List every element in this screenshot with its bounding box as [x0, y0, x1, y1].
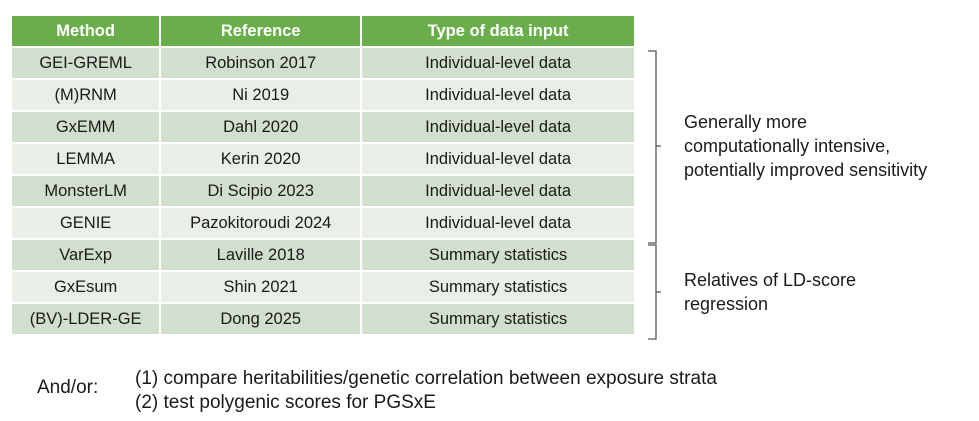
reference-cell: Pazokitoroudi 2024: [161, 206, 363, 238]
andor-label: And/or:: [37, 377, 99, 398]
table-header-row: Method Reference Type of data input: [12, 16, 634, 46]
individual-group-note: Generally more computationally intensive…: [684, 110, 927, 182]
note-line: Generally more: [684, 112, 808, 132]
method-cell: GxEMM: [12, 110, 162, 142]
method-cell: MonsterLM: [12, 174, 162, 206]
reference-cell: Dong 2025: [161, 302, 363, 334]
table-row: GEI-GREML Robinson 2017 Individual-level…: [12, 46, 634, 78]
note-line: potentially improved sensitivity: [684, 160, 928, 180]
table-row: MonsterLM Di Scipio 2023 Individual-leve…: [12, 174, 634, 206]
individual-group-bracket: [648, 50, 661, 244]
reference-cell: Shin 2021: [161, 270, 363, 302]
method-cell: (M)RNM: [12, 78, 162, 110]
header-method: Method: [12, 16, 162, 46]
methods-table: Method Reference Type of data input GEI-…: [12, 16, 634, 334]
header-reference: Reference: [161, 16, 363, 46]
header-data-input: Type of data input: [362, 16, 634, 46]
method-cell: GxEsum: [12, 270, 162, 302]
data-input-cell: Summary statistics: [362, 302, 634, 334]
reference-cell: Laville 2018: [161, 238, 363, 270]
table-row: LEMMA Kerin 2020 Individual-level data: [12, 142, 634, 174]
note-line: Relatives of LD-score: [684, 270, 857, 290]
reference-cell: Di Scipio 2023: [161, 174, 363, 206]
data-input-cell: Individual-level data: [362, 174, 634, 206]
note-line: computationally intensive,: [684, 136, 891, 156]
method-cell: (BV)-LDER-GE: [12, 302, 162, 334]
data-input-cell: Individual-level data: [362, 46, 634, 78]
summary-group-bracket: [648, 244, 661, 340]
table-row: (BV)-LDER-GE Dong 2025 Summary statistic…: [12, 302, 634, 334]
method-cell: VarExp: [12, 238, 162, 270]
table-row: GxEMM Dahl 2020 Individual-level data: [12, 110, 634, 142]
reference-cell: Kerin 2020: [161, 142, 363, 174]
note-line: regression: [684, 294, 769, 314]
table-row: GxEsum Shin 2021 Summary statistics: [12, 270, 634, 302]
step-item: (1) compare heritabilities/genetic corre…: [135, 368, 717, 389]
reference-cell: Robinson 2017: [161, 46, 363, 78]
footer-steps: (1) compare heritabilities/genetic corre…: [135, 367, 717, 415]
reference-cell: Dahl 2020: [161, 110, 363, 142]
summary-group-note: Relatives of LD-score regression: [684, 268, 856, 316]
table-row: GENIE Pazokitoroudi 2024 Individual-leve…: [12, 206, 634, 238]
data-input-cell: Individual-level data: [362, 78, 634, 110]
data-input-cell: Summary statistics: [362, 238, 634, 270]
data-input-cell: Individual-level data: [362, 206, 634, 238]
step-item: (2) test polygenic scores for PGSxE: [135, 392, 436, 413]
method-cell: GENIE: [12, 206, 162, 238]
reference-cell: Ni 2019: [161, 78, 363, 110]
data-input-cell: Summary statistics: [362, 270, 634, 302]
method-cell: GEI-GREML: [12, 46, 162, 78]
table-row: (M)RNM Ni 2019 Individual-level data: [12, 78, 634, 110]
data-input-cell: Individual-level data: [362, 142, 634, 174]
data-input-cell: Individual-level data: [362, 110, 634, 142]
table-row: VarExp Laville 2018 Summary statistics: [12, 238, 634, 270]
method-cell: LEMMA: [12, 142, 162, 174]
